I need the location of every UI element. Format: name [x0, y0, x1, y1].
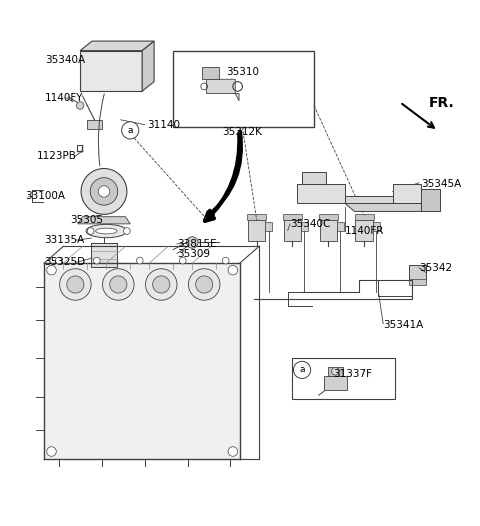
Text: 1140FY: 1140FY [44, 93, 83, 103]
Circle shape [196, 276, 213, 293]
Polygon shape [345, 196, 421, 204]
Bar [247, 214, 266, 219]
Circle shape [60, 269, 91, 300]
Polygon shape [80, 50, 142, 91]
Polygon shape [80, 41, 154, 50]
Text: 1140FR: 1140FR [345, 226, 384, 236]
Text: 31140: 31140 [147, 119, 180, 129]
Circle shape [94, 257, 100, 264]
Polygon shape [393, 184, 421, 204]
Circle shape [55, 257, 62, 264]
Circle shape [153, 276, 170, 293]
Text: 1123PB: 1123PB [37, 150, 77, 160]
Circle shape [81, 168, 127, 214]
Bar [284, 219, 301, 241]
Circle shape [110, 276, 127, 293]
Bar [337, 222, 344, 230]
Circle shape [67, 276, 84, 293]
Circle shape [87, 228, 94, 235]
Circle shape [228, 447, 238, 456]
Circle shape [187, 237, 198, 248]
Polygon shape [78, 217, 130, 224]
Text: 35341A: 35341A [383, 320, 423, 330]
Text: a: a [128, 126, 133, 135]
Text: 35312K: 35312K [222, 127, 263, 137]
Circle shape [228, 266, 238, 275]
Text: 35342: 35342 [419, 263, 452, 273]
Polygon shape [328, 367, 343, 376]
Bar [320, 219, 337, 241]
Bar [355, 214, 373, 219]
Bar [248, 219, 265, 241]
Polygon shape [142, 41, 154, 91]
Text: 35340A: 35340A [45, 55, 85, 65]
Polygon shape [202, 67, 218, 79]
Bar [292, 358, 395, 399]
Text: 31337F: 31337F [333, 369, 372, 379]
Text: 35309: 35309 [177, 249, 210, 259]
Bar [265, 222, 273, 230]
Polygon shape [297, 184, 345, 204]
Circle shape [222, 257, 229, 264]
Polygon shape [324, 376, 348, 390]
Text: a: a [300, 366, 305, 375]
Bar [356, 219, 372, 241]
Ellipse shape [86, 225, 127, 238]
Circle shape [123, 228, 130, 235]
Bar [409, 279, 426, 286]
Circle shape [103, 269, 134, 300]
Circle shape [189, 269, 220, 300]
Text: 33815E: 33815E [177, 239, 216, 249]
Text: 35345A: 35345A [421, 179, 462, 189]
Ellipse shape [96, 228, 117, 234]
Circle shape [145, 269, 177, 300]
Bar [87, 120, 102, 129]
Bar [409, 266, 426, 280]
Circle shape [90, 178, 118, 205]
Bar [173, 50, 314, 127]
Circle shape [47, 266, 56, 275]
Polygon shape [345, 204, 431, 211]
Bar [283, 214, 302, 219]
Polygon shape [206, 79, 239, 101]
Bar [372, 222, 380, 230]
Circle shape [47, 447, 56, 456]
Bar [319, 214, 338, 219]
Circle shape [76, 102, 84, 109]
Polygon shape [44, 263, 240, 459]
Bar [91, 243, 117, 267]
Circle shape [136, 257, 143, 264]
Polygon shape [421, 189, 441, 210]
Text: 33100A: 33100A [25, 191, 65, 201]
Circle shape [121, 122, 139, 139]
Circle shape [180, 257, 186, 264]
Circle shape [293, 361, 311, 379]
Polygon shape [302, 173, 326, 184]
Text: 35310: 35310 [226, 67, 259, 77]
Text: 33135A: 33135A [44, 235, 84, 245]
Bar [301, 222, 308, 230]
Text: 35325D: 35325D [44, 257, 85, 267]
Circle shape [98, 186, 110, 197]
Circle shape [332, 368, 339, 375]
Text: 35340C: 35340C [290, 219, 331, 229]
Text: FR.: FR. [429, 96, 454, 110]
Text: 35305: 35305 [71, 215, 104, 225]
